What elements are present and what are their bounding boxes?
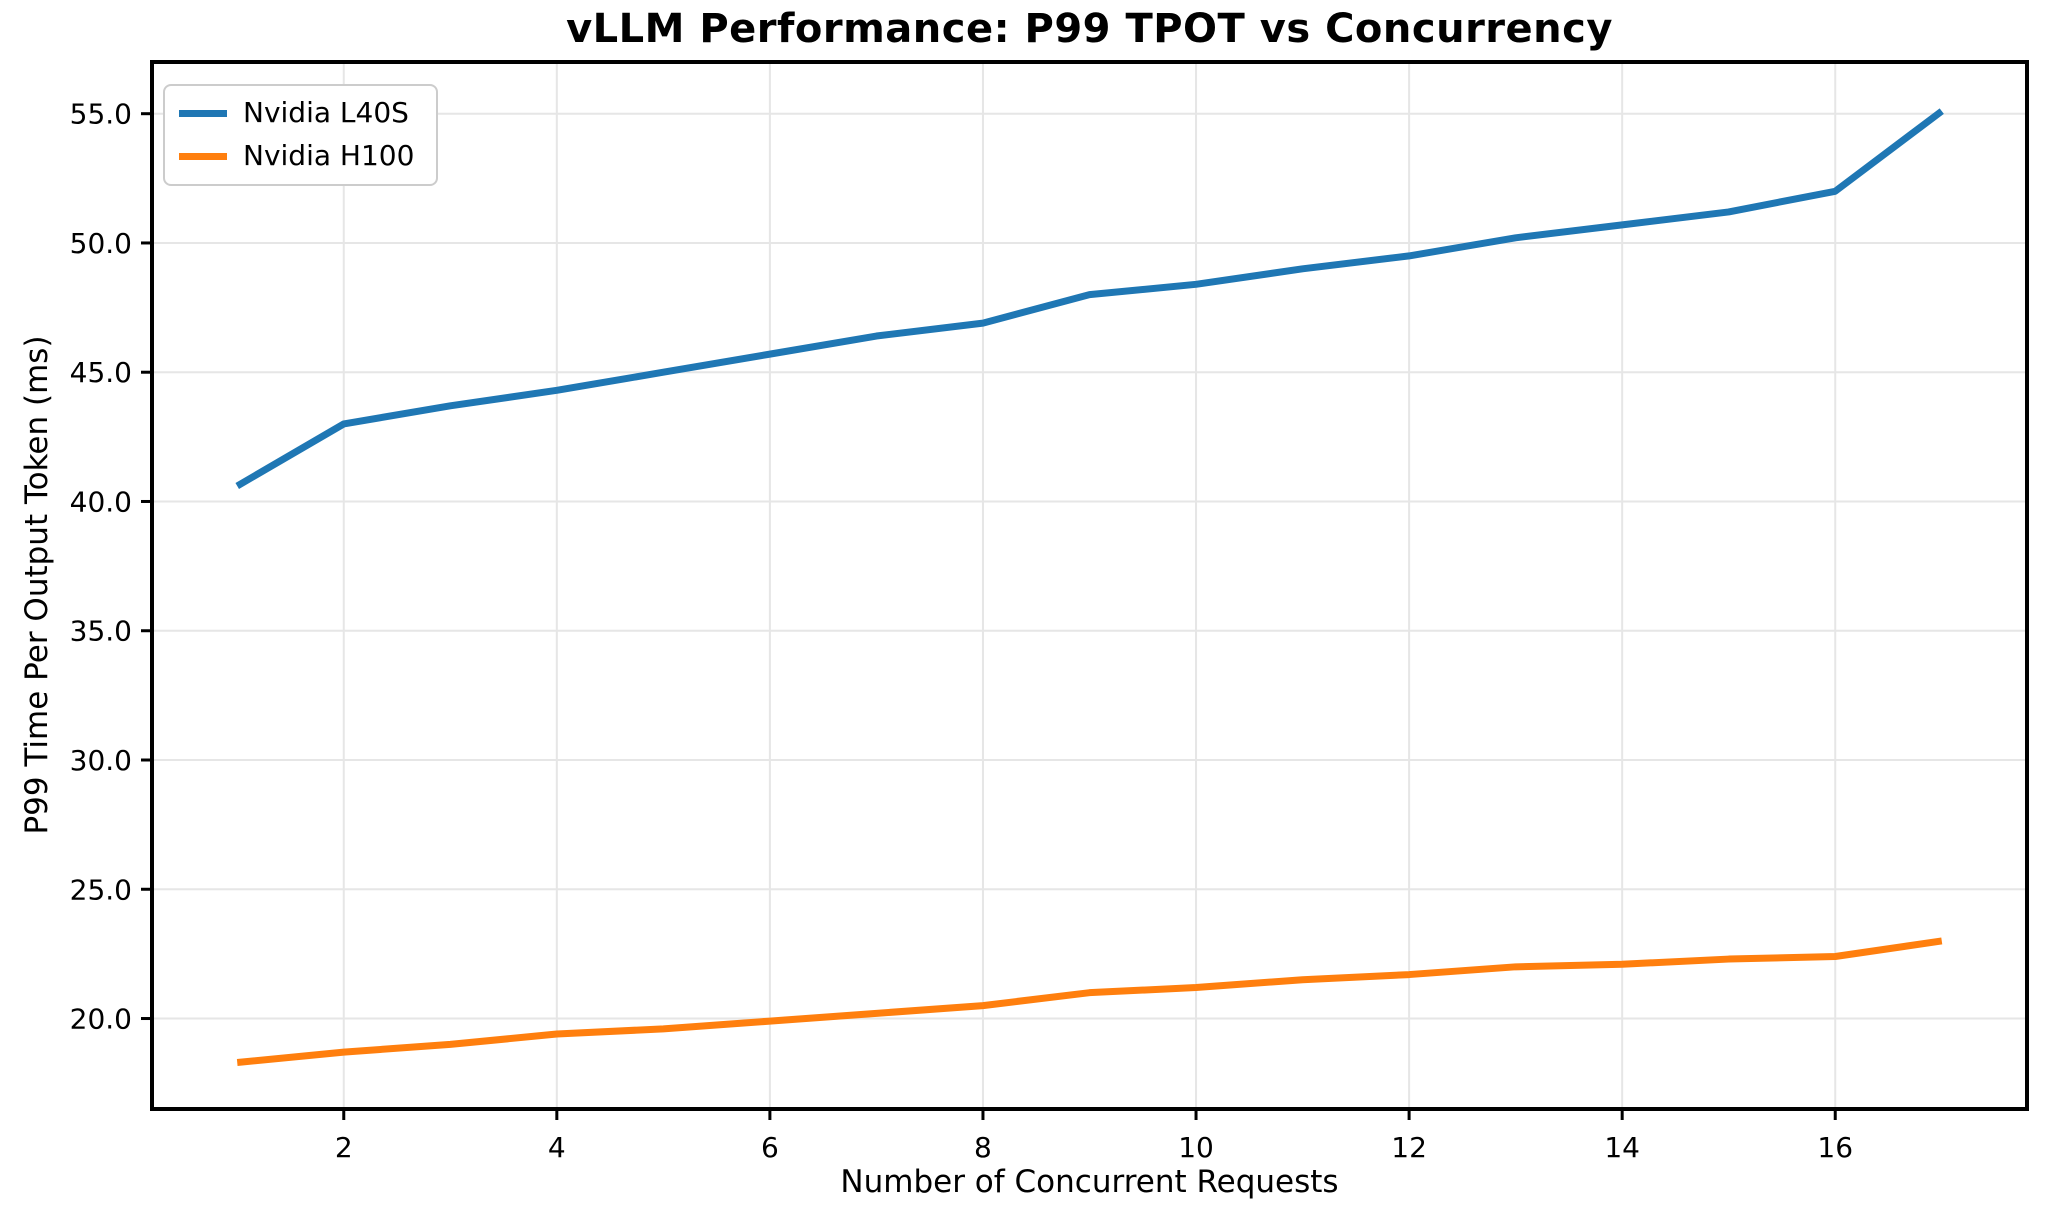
x-tick-label: 14 bbox=[1604, 1131, 1640, 1164]
legend-item-nvidia-h100: Nvidia H100 bbox=[179, 138, 415, 172]
x-tick-label: 16 bbox=[1817, 1131, 1853, 1164]
y-tick-label: 40.0 bbox=[70, 485, 132, 518]
y-tick-label: 30.0 bbox=[70, 744, 132, 777]
y-tick-label: 45.0 bbox=[70, 356, 132, 389]
y-tick-label: 25.0 bbox=[70, 873, 132, 906]
legend: Nvidia L40S Nvidia H100 bbox=[163, 84, 439, 186]
chart-title: vLLM Performance: P99 TPOT vs Concurrenc… bbox=[566, 6, 1613, 52]
y-tick-label: 20.0 bbox=[70, 1003, 132, 1036]
x-tick-label: 12 bbox=[1391, 1131, 1427, 1164]
x-tick-label: 6 bbox=[761, 1131, 779, 1164]
legend-swatch-nvidia-h100 bbox=[179, 152, 227, 160]
x-tick-label: 8 bbox=[974, 1131, 992, 1164]
y-axis: 20.0 25.0 30.0 35.0 40.0 45.0 50.0 55.0 bbox=[70, 98, 152, 1036]
legend-label: Nvidia L40S bbox=[243, 96, 409, 129]
series-line-nvidia-h100 bbox=[236, 937, 1943, 1066]
legend-label: Nvidia H100 bbox=[243, 138, 415, 172]
y-tick-label: 35.0 bbox=[70, 615, 132, 648]
y-tick-label: 50.0 bbox=[70, 227, 132, 260]
x-tick-label: 4 bbox=[548, 1131, 566, 1164]
x-tick-label: 10 bbox=[1178, 1131, 1214, 1164]
x-axis: 2 4 6 8 10 12 14 16 bbox=[335, 1109, 1853, 1164]
legend-swatch-nvidia-l40s bbox=[179, 109, 227, 117]
x-tick-label: 2 bbox=[335, 1131, 353, 1164]
x-axis-label: Number of Concurrent Requests bbox=[840, 1164, 1339, 1200]
series-line-nvidia-l40s bbox=[235, 108, 1944, 489]
plot-border bbox=[150, 60, 2029, 1111]
y-tick-label: 55.0 bbox=[70, 98, 132, 131]
grid bbox=[152, 62, 2027, 1109]
y-axis-label: P99 Time Per Output Token (ms) bbox=[19, 335, 55, 835]
legend-item-nvidia-l40s: Nvidia L40S bbox=[179, 96, 414, 129]
